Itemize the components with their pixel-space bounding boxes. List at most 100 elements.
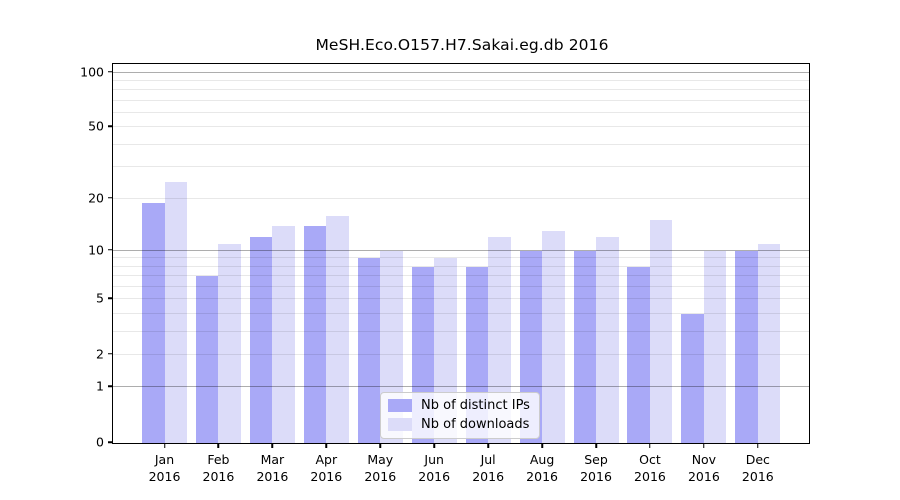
bar-downloads-feb <box>218 243 241 443</box>
year-label: 2016 <box>472 469 505 484</box>
x-tick-label-oct: Oct 2016 <box>634 451 666 485</box>
x-tick-label-dec: Dec 2016 <box>742 451 774 485</box>
gridline-minor <box>113 197 809 199</box>
bar-distinct-ips-oct <box>627 266 650 443</box>
legend: Nb of distinct IPs Nb of downloads <box>380 392 540 439</box>
bar-downloads-oct <box>649 220 673 443</box>
gridline-minor <box>113 89 809 91</box>
gridline-minor <box>113 143 809 145</box>
bar-distinct-ips-feb <box>195 276 219 443</box>
year-label: 2016 <box>687 469 720 484</box>
month-label: Dec <box>745 452 770 467</box>
year-label: 2016 <box>634 469 666 484</box>
y-tick-label: 2 <box>96 346 104 362</box>
bar-downloads-dec <box>757 243 781 443</box>
legend-swatch-downloads <box>388 418 412 431</box>
y-tick-label: 1 <box>96 378 104 394</box>
bar-downloads-sep <box>596 237 619 443</box>
year-label: 2016 <box>364 469 397 484</box>
x-tick-mark <box>595 443 597 448</box>
legend-swatch-distinct-ips <box>388 399 412 412</box>
y-tick-label: 50 <box>88 118 104 134</box>
legend-label-distinct-ips: Nb of distinct IPs <box>421 398 530 413</box>
year-label: 2016 <box>202 469 235 484</box>
y-tick-mark <box>108 70 113 73</box>
month-label: Aug <box>529 452 555 467</box>
bar-downloads-mar <box>272 225 295 443</box>
year-label: 2016 <box>148 469 181 484</box>
y-tick-mark <box>108 196 113 199</box>
legend-label-downloads: Nb of downloads <box>421 417 530 432</box>
gridline-minor <box>113 166 809 168</box>
bar-distinct-ips-dec <box>735 250 758 443</box>
chart-title: MeSH.Eco.O157.H7.Sakai.eg.db 2016 <box>315 36 609 54</box>
gridline-minor <box>113 79 809 81</box>
bar-distinct-ips-mar <box>249 237 273 443</box>
x-tick-label-may: May 2016 <box>364 451 396 485</box>
bar-distinct-ips-apr <box>303 225 327 443</box>
x-tick-label-jun: Jun 2016 <box>418 451 450 485</box>
bar-distinct-ips-nov <box>681 313 704 443</box>
bar-distinct-ips-jan <box>142 202 165 443</box>
y-tick-label: 0 <box>96 434 104 450</box>
x-tick-mark <box>649 443 651 448</box>
y-tick-mark <box>108 248 113 251</box>
month-label: Jan <box>154 452 175 467</box>
y-tick-label: 20 <box>88 190 104 206</box>
month-label: May <box>367 452 394 467</box>
y-tick-label: 5 <box>96 290 104 306</box>
year-label: 2016 <box>256 469 289 484</box>
month-label: Jun <box>424 452 444 467</box>
year-label: 2016 <box>580 469 612 484</box>
bar-downloads-apr <box>326 215 349 443</box>
y-tick-label: 100 <box>80 64 104 80</box>
x-tick-mark <box>757 443 759 448</box>
bar-downloads-nov <box>703 250 727 443</box>
x-tick-mark <box>217 443 220 448</box>
x-tick-mark <box>271 443 274 448</box>
bar-downloads-jan <box>164 181 187 443</box>
x-tick-label-sep: Sep 2016 <box>580 451 612 485</box>
month-label: Mar <box>260 452 285 467</box>
x-tick-mark <box>487 443 489 448</box>
y-tick-mark <box>108 297 113 299</box>
bar-distinct-ips-may <box>357 258 381 443</box>
month-label: Sep <box>584 452 608 467</box>
legend-item-downloads: Nb of downloads <box>388 417 530 432</box>
month-label: Nov <box>691 452 717 467</box>
x-tick-label-feb: Feb 2016 <box>203 451 235 485</box>
x-tick-mark <box>703 443 705 448</box>
x-tick-label-jul: Jul 2016 <box>472 451 504 485</box>
x-tick-label-jan: Jan 2016 <box>149 451 181 485</box>
x-tick-mark <box>163 443 166 448</box>
x-tick-mark <box>541 443 543 448</box>
gridline-major <box>113 71 809 73</box>
plot-area: 0 1 2 5 10 20 50 100 Jan 2016 Feb 2016 Mar 2016 Apr 201… <box>80 63 810 484</box>
y-tick-mark <box>108 385 113 388</box>
bar-downloads-aug <box>542 231 565 443</box>
x-tick-label-nov: Nov 2016 <box>688 451 720 485</box>
bar-downloads-jul <box>488 237 511 443</box>
month-label: Oct <box>639 452 661 467</box>
y-tick-label: 10 <box>88 242 104 258</box>
month-label: Apr <box>315 452 338 467</box>
year-label: 2016 <box>418 469 451 484</box>
x-tick-label-mar: Mar 2016 <box>256 451 288 485</box>
x-tick-label-apr: Apr 2016 <box>310 451 342 485</box>
legend-item-distinct-ips: Nb of distinct IPs <box>388 398 530 413</box>
x-tick-mark <box>433 443 435 448</box>
month-label: Jul <box>480 452 496 467</box>
gridline-minor <box>113 126 809 128</box>
x-tick-mark <box>325 443 328 448</box>
month-label: Feb <box>207 452 230 467</box>
gridline-minor <box>113 112 809 114</box>
x-tick-label-aug: Aug 2016 <box>526 451 558 485</box>
gridline-minor <box>113 99 809 101</box>
y-tick-mark <box>108 353 113 355</box>
bar-distinct-ips-sep <box>573 250 597 443</box>
year-label: 2016 <box>310 469 343 484</box>
year-label: 2016 <box>741 469 774 484</box>
x-tick-mark <box>379 443 381 448</box>
year-label: 2016 <box>526 469 558 484</box>
